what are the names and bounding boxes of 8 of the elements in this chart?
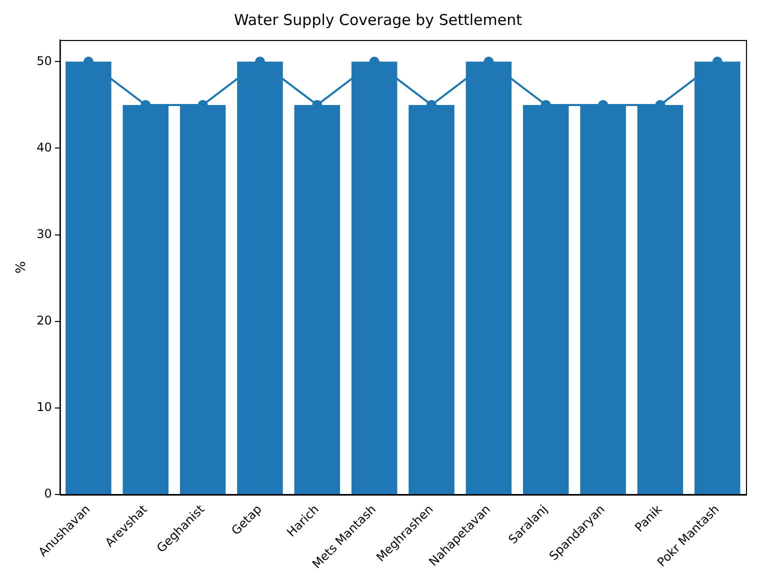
y-tick-label: 50	[36, 54, 52, 68]
chart-title: Water Supply Coverage by Settlement	[234, 10, 522, 29]
y-axis-title: %	[14, 261, 30, 274]
y-tick-label: 0	[44, 486, 52, 501]
y-tick-label: 10	[36, 400, 52, 414]
y-tick-label: 30	[36, 226, 52, 241]
y-tick-label: 20	[36, 314, 52, 328]
y-tick-label: 40	[36, 140, 52, 154]
